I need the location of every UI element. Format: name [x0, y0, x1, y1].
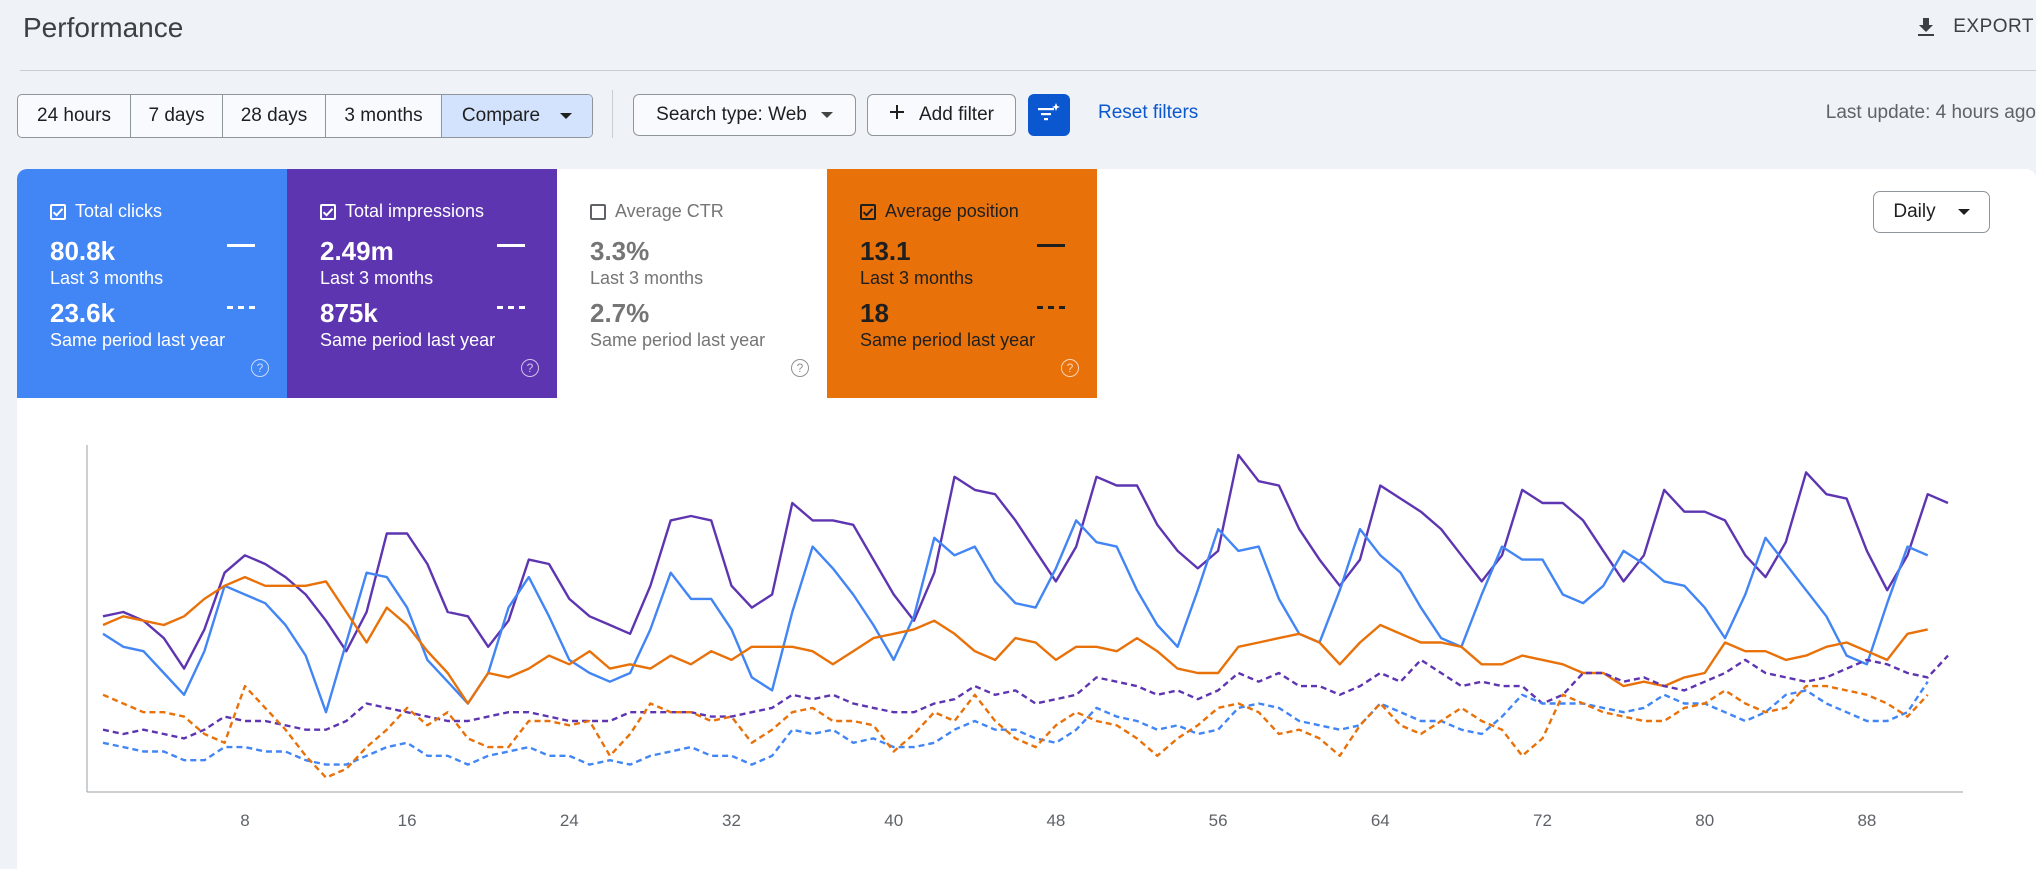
filter-settings-button[interactable] [1028, 94, 1070, 136]
series-line-position [102, 575, 1928, 705]
compare-period: Same period last year [590, 330, 766, 350]
solid-line-legend-icon [1037, 244, 1065, 247]
compare-period: Same period last year [50, 330, 226, 350]
help-icon[interactable]: ? [251, 359, 269, 377]
metric-value: 2.49m [320, 236, 394, 266]
metric-label: Total impressions [345, 201, 485, 221]
series-line-position-prev [102, 684, 1929, 779]
export-label: EXPORT [1953, 16, 2034, 37]
compare-value: 23.6k [50, 298, 116, 328]
x-tick-label: 16 [398, 811, 417, 830]
card-header: Total impressions [320, 201, 484, 222]
x-tick-label: 64 [1371, 811, 1390, 830]
range-24-hours-button[interactable]: 24 hours [18, 95, 131, 137]
metric-period: Last 3 months [50, 268, 164, 288]
checkbox-checked-icon[interactable] [50, 203, 66, 220]
x-tick-label: 8 [240, 811, 249, 830]
filter-sparkle-icon [1036, 102, 1062, 129]
granularity-label: Daily [1893, 201, 1936, 222]
card-header: Average CTR [590, 201, 724, 222]
metric-period: Last 3 months [860, 268, 974, 288]
x-tick-label: 24 [560, 811, 579, 830]
dropdown-arrow-icon [820, 112, 833, 118]
export-button[interactable]: EXPORT [1917, 12, 2034, 42]
solid-line-legend-icon [497, 244, 525, 247]
dashed-line-legend-icon [227, 306, 255, 309]
series-line-clicks-prev [102, 681, 1929, 766]
add-filter-label: Add filter [919, 104, 994, 125]
series-line-impressions-prev [102, 654, 1949, 740]
x-tick-label: 40 [884, 811, 903, 830]
x-tick-label: 88 [1857, 811, 1876, 830]
dropdown-arrow-icon [1957, 209, 1970, 215]
compare-value: 18 [860, 298, 889, 328]
page-title: Performance [23, 12, 184, 43]
date-range-selector: 24 hours 7 days 28 days 3 months Compare [17, 94, 593, 138]
header-divider [20, 70, 2036, 71]
dashed-line-legend-icon [497, 306, 525, 309]
checkbox-checked-icon[interactable] [860, 203, 876, 220]
metric-value: 80.8k [50, 236, 116, 266]
card-header: Total clicks [50, 201, 162, 222]
metric-period: Last 3 months [320, 268, 434, 288]
search-type-label: Search type: Web [656, 104, 807, 125]
x-tick-label: 32 [722, 811, 741, 830]
range-28-days-button[interactable]: 28 days [223, 95, 326, 137]
compare-label: Compare [461, 105, 541, 126]
reset-filters-link[interactable]: Reset filters [1098, 102, 1199, 123]
compare-value: 875k [320, 298, 378, 328]
card-header: Average position [860, 201, 1019, 222]
compare-period: Same period last year [320, 330, 496, 350]
average-position-card[interactable]: Average position 13.1 Last 3 months 18 S… [827, 169, 1097, 398]
range-7-days-button[interactable]: 7 days [131, 95, 223, 137]
checkbox-checked-icon[interactable] [320, 203, 336, 220]
plus-icon [889, 104, 905, 126]
dashed-line-legend-icon [1037, 306, 1065, 309]
help-icon[interactable]: ? [791, 359, 809, 377]
metric-value: 13.1 [860, 236, 911, 266]
x-tick-label: 48 [1046, 811, 1065, 830]
total-clicks-card[interactable]: Total clicks 80.8k Last 3 months 23.6k S… [17, 169, 287, 398]
x-tick-label: 80 [1695, 811, 1714, 830]
compare-value: 2.7% [590, 298, 650, 328]
x-tick-label: 72 [1533, 811, 1552, 830]
download-icon [1917, 17, 1935, 37]
metric-label: Total clicks [75, 201, 163, 221]
add-filter-button[interactable]: Add filter [867, 94, 1016, 136]
solid-line-legend-icon [227, 244, 255, 247]
granularity-dropdown[interactable]: Daily [1873, 191, 1990, 233]
help-icon[interactable]: ? [1061, 359, 1079, 377]
metric-period: Last 3 months [590, 268, 704, 288]
series-line-impressions [102, 453, 1949, 670]
last-update-text: Last update: 4 hours ago [1825, 102, 2036, 123]
x-tick-label: 56 [1209, 811, 1228, 830]
checkbox-unchecked-icon[interactable] [590, 203, 606, 220]
average-ctr-card[interactable]: Average CTR 3.3% Last 3 months 2.7% Same… [557, 169, 827, 398]
range-3-months-button[interactable]: 3 months [326, 95, 442, 137]
dropdown-arrow-icon [560, 113, 573, 119]
toolbar-separator [612, 90, 613, 138]
metric-label: Average position [885, 201, 1019, 221]
total-impressions-card[interactable]: Total impressions 2.49m Last 3 months 87… [287, 169, 557, 398]
metric-value: 3.3% [590, 236, 650, 266]
metric-label: Average CTR [615, 201, 724, 221]
help-icon[interactable]: ? [521, 359, 539, 377]
compare-period: Same period last year [860, 330, 1036, 350]
compare-dropdown[interactable]: Compare [442, 95, 592, 137]
search-type-dropdown[interactable]: Search type: Web [633, 94, 856, 136]
series-line-clicks [102, 519, 1929, 714]
